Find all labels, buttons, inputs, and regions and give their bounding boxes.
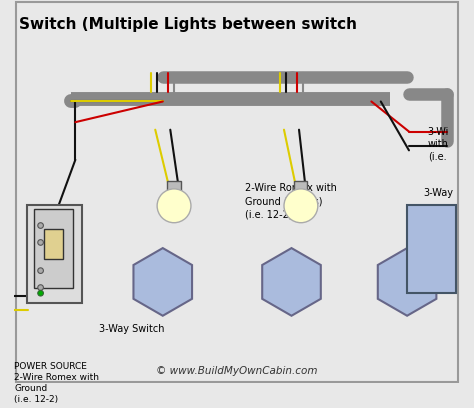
FancyBboxPatch shape (167, 182, 181, 191)
FancyBboxPatch shape (27, 205, 82, 303)
Text: 3-Way: 3-Way (423, 188, 453, 198)
Polygon shape (378, 248, 437, 316)
Text: POWER SOURCE
2-Wire Romex with
Ground
(i.e. 12-2): POWER SOURCE 2-Wire Romex with Ground (i… (14, 362, 99, 404)
Text: Switch (Multiple Lights between switch: Switch (Multiple Lights between switch (19, 17, 357, 32)
FancyBboxPatch shape (407, 205, 456, 293)
Circle shape (284, 189, 318, 223)
Polygon shape (262, 248, 321, 316)
Circle shape (38, 223, 44, 228)
FancyBboxPatch shape (34, 208, 73, 288)
Circle shape (38, 285, 44, 290)
FancyBboxPatch shape (45, 229, 63, 259)
Text: © www.BuildMyOwnCabin.com: © www.BuildMyOwnCabin.com (156, 366, 318, 376)
Text: 3-Wi
with
(i.e.: 3-Wi with (i.e. (428, 127, 449, 162)
Polygon shape (134, 248, 192, 316)
Circle shape (157, 189, 191, 223)
Circle shape (38, 268, 44, 273)
FancyBboxPatch shape (16, 2, 458, 381)
Circle shape (38, 239, 44, 245)
Text: 2-Wire Romex with
Ground (2 runs)
(i.e. 12-2): 2-Wire Romex with Ground (2 runs) (i.e. … (245, 183, 337, 220)
FancyBboxPatch shape (294, 182, 308, 191)
Circle shape (38, 290, 44, 296)
Text: 3-Way Switch: 3-Way Switch (99, 324, 164, 334)
